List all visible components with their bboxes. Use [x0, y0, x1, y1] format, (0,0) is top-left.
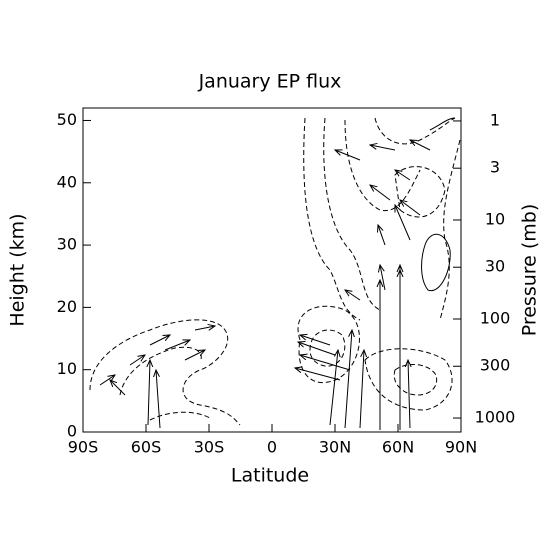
y2-tick-label: 1000 — [475, 408, 516, 427]
y2-tick-label: 10 — [485, 209, 505, 228]
x-tick-label: 0 — [267, 438, 277, 457]
x-tick-label: 60N — [382, 438, 414, 457]
y2-tick-label: 100 — [480, 308, 511, 327]
chart-title: January EP flux — [198, 71, 342, 93]
y2-tick-label: 3 — [490, 158, 500, 177]
x-axis-label: Latitude — [231, 465, 309, 487]
x-tick-label: 60S — [131, 438, 162, 457]
y-tick-label: 40 — [57, 172, 77, 191]
y-tick-label: 20 — [57, 297, 77, 316]
x-tick-label: 90N — [445, 438, 477, 457]
plot-frame — [82, 107, 462, 433]
y-tick-label: 10 — [57, 359, 77, 378]
flux-arrows — [99, 140, 431, 430]
y2-tick-label: 1 — [490, 110, 500, 129]
y2-tick-label: 30 — [485, 257, 505, 276]
y2-tick-label: 300 — [480, 356, 511, 375]
y-tick-label: 0 — [67, 422, 77, 441]
y-tick-label: 30 — [57, 235, 77, 254]
y-tick-label: 50 — [57, 110, 77, 129]
x-tick-label: 90S — [68, 438, 99, 457]
x-tick-label: 30N — [319, 438, 351, 457]
contours — [89, 117, 461, 426]
y-axis-label: Height (km) — [7, 213, 29, 326]
x-tick-label: 30S — [194, 438, 225, 457]
y2-axis-label: Pressure (mb) — [519, 204, 541, 337]
